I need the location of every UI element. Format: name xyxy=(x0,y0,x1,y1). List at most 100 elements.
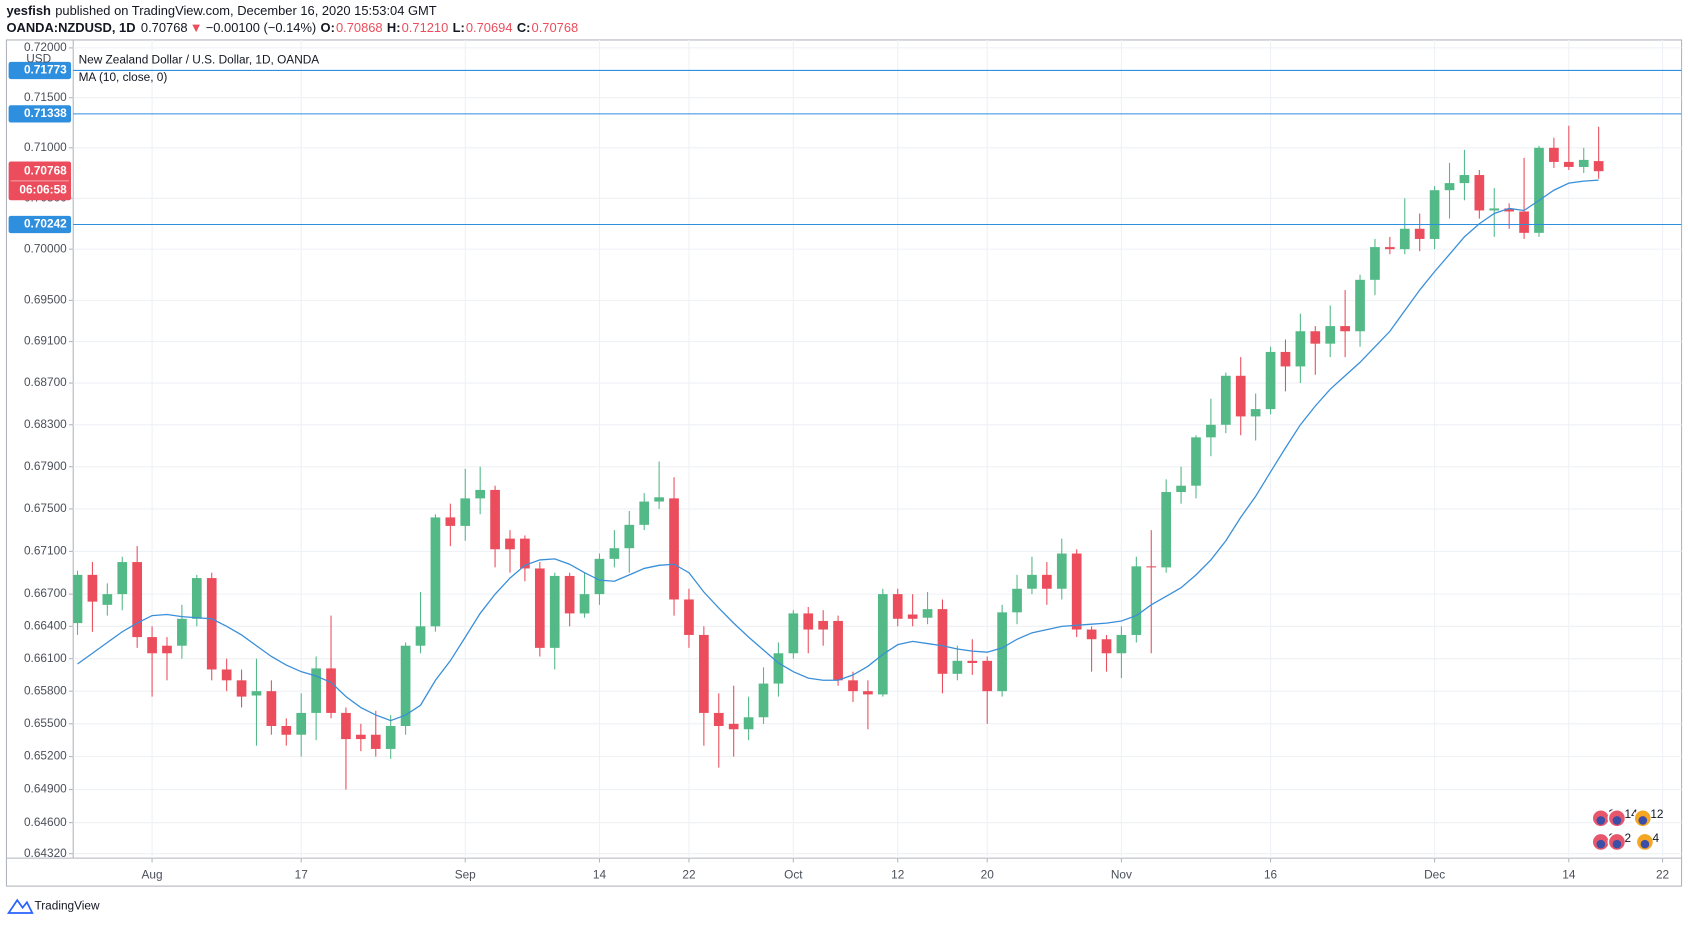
candle-body xyxy=(728,723,739,730)
candle-body xyxy=(833,620,843,681)
candle-body xyxy=(549,575,560,648)
candle-body xyxy=(654,497,664,502)
candle-body xyxy=(1042,574,1052,589)
event-count: 2 xyxy=(1624,831,1631,845)
level-label: 0.70242 xyxy=(24,217,67,231)
candle-body xyxy=(1131,566,1142,635)
quote-line: OANDA:NZDUSD, 1D 0.70768 ▼ −0.00100 (−0.14%… xyxy=(6,21,578,36)
candle-body xyxy=(1027,574,1037,589)
x-tick-label: Oct xyxy=(784,867,803,881)
candle-body xyxy=(430,517,441,627)
event-flag-inner xyxy=(1640,839,1650,849)
candle-body xyxy=(385,725,396,749)
candle-body xyxy=(1116,634,1127,654)
candle-body xyxy=(87,574,98,602)
candle-body xyxy=(1414,228,1425,239)
y-tick-label: 0.68300 xyxy=(24,417,67,431)
publish-line: yesfish published on TradingView.com, Dec… xyxy=(6,3,436,18)
candle-body xyxy=(669,498,679,600)
candle-body xyxy=(1399,228,1410,250)
change: −0.00100 (−0.14%) xyxy=(206,21,317,36)
candle-body xyxy=(460,498,471,526)
o-value: 0.70868 xyxy=(336,21,383,36)
y-tick-label: 0.64600 xyxy=(24,815,67,829)
legend-main: New Zealand Dollar / U.S. Dollar, 1D, OA… xyxy=(79,53,320,67)
candle-body xyxy=(1265,351,1276,410)
candle-body xyxy=(1429,190,1440,239)
level-label-box xyxy=(8,215,72,234)
x-tick-label: Dec xyxy=(1424,867,1445,881)
price-axis: 0.720000.715000.710000.705000.700000.695… xyxy=(24,40,74,860)
candle-body xyxy=(1563,161,1574,167)
candle-body xyxy=(415,626,426,646)
candle-body xyxy=(609,548,620,559)
y-tick-label: 0.65800 xyxy=(24,683,67,697)
candle-body xyxy=(1146,566,1157,568)
level-label-box xyxy=(8,61,72,80)
candle-body xyxy=(117,562,128,595)
candle-body xyxy=(475,489,486,499)
candle-body xyxy=(356,734,366,740)
x-tick-label: Aug xyxy=(142,867,163,881)
y-tick-label: 0.69100 xyxy=(24,334,67,348)
candle-body xyxy=(713,712,724,726)
o-key: O: xyxy=(321,21,335,36)
candle-body xyxy=(505,538,515,550)
currency: USD xyxy=(26,51,51,65)
y-tick-label: 0.68700 xyxy=(24,375,67,389)
candle-body xyxy=(937,609,948,674)
countdown: 06:06:58 xyxy=(19,183,67,197)
candle-body xyxy=(1280,351,1291,367)
y-tick-label: 0.71500 xyxy=(24,90,67,104)
event-badge: 4 xyxy=(1635,831,1659,852)
candle-body xyxy=(967,660,978,663)
level-label: 0.71773 xyxy=(24,63,67,77)
candle-body xyxy=(1534,147,1544,233)
author: yesfish xyxy=(6,3,51,18)
candle-body xyxy=(236,680,247,697)
last-price-label: 0.70768 xyxy=(24,163,67,177)
candle-body xyxy=(1206,424,1216,438)
chart-frame xyxy=(5,39,1683,887)
candle-body xyxy=(73,574,83,624)
l-key: L: xyxy=(453,21,465,36)
candle-body xyxy=(1489,208,1500,211)
legend-ma: MA (10, close, 0) xyxy=(79,70,168,84)
candle-body xyxy=(370,734,381,749)
event-flag-inner xyxy=(1638,816,1648,825)
candle-body xyxy=(445,517,456,526)
candle-body xyxy=(1101,639,1112,654)
candle-body xyxy=(1444,183,1455,191)
plot xyxy=(73,125,1604,790)
level-label-box xyxy=(8,105,72,123)
candle-body xyxy=(877,594,888,695)
event-count: 12 xyxy=(1650,807,1663,821)
event-count: 4 xyxy=(1652,831,1659,845)
candle-body xyxy=(818,620,829,630)
candle-body xyxy=(1593,161,1604,172)
candle-body xyxy=(1071,553,1082,630)
x-tick-label: 17 xyxy=(295,867,308,881)
candle-body xyxy=(1504,208,1515,212)
x-tick-label: 16 xyxy=(1264,867,1278,881)
x-tick-label: 14 xyxy=(1562,867,1576,881)
candle-body xyxy=(922,609,933,618)
event-flag-inner xyxy=(1612,839,1622,849)
candle-body xyxy=(1295,331,1306,367)
candle-body xyxy=(1176,485,1186,493)
candle-body xyxy=(1459,175,1470,184)
y-tick-label: 0.67500 xyxy=(24,501,67,515)
y-tick-label: 0.69500 xyxy=(24,292,67,306)
x-tick-label: 22 xyxy=(1656,867,1669,881)
c-value: 0.70768 xyxy=(532,21,579,36)
y-tick-label: 0.66400 xyxy=(24,618,67,632)
price: 0.70768 xyxy=(141,21,188,36)
candle-body xyxy=(594,558,605,595)
candle-body xyxy=(803,613,814,630)
candle-body xyxy=(564,575,575,614)
candle-body xyxy=(1325,326,1336,344)
candle-body xyxy=(1056,553,1067,589)
l-value: 0.70694 xyxy=(466,21,513,36)
h-key: H: xyxy=(387,21,401,36)
